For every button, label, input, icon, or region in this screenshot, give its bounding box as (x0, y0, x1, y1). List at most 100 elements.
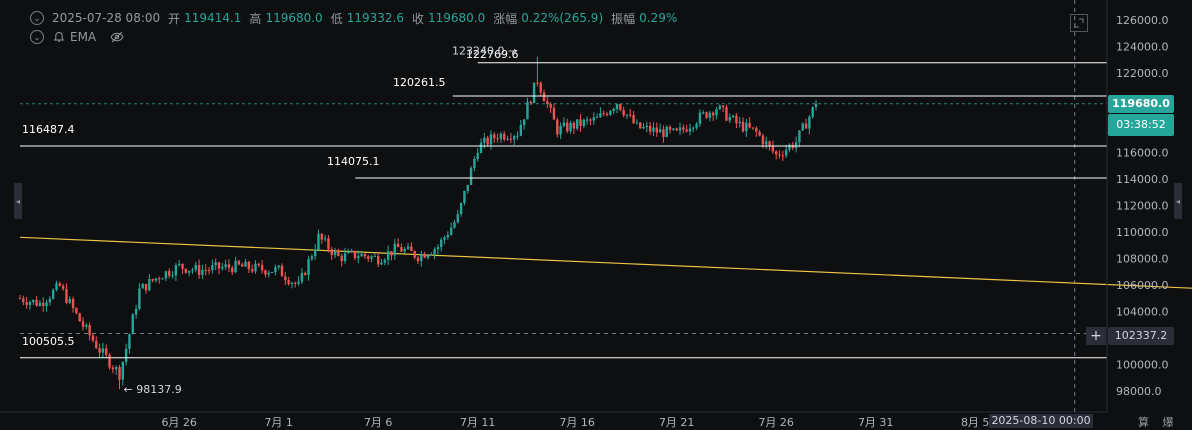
candle-body (692, 127, 695, 129)
candle-body (313, 249, 317, 257)
candle-body (668, 126, 672, 130)
candle-body (241, 264, 244, 267)
candle-body (247, 261, 251, 270)
candle-body (615, 104, 619, 109)
candle-body (164, 271, 168, 279)
candle-body (204, 269, 207, 271)
candle-body (572, 122, 576, 129)
candle-body (367, 256, 370, 259)
candle-body (755, 128, 758, 132)
candle-body (187, 270, 191, 273)
candle-body (493, 134, 496, 139)
high-annotation: 123240.0 → (452, 45, 517, 58)
candle-body (449, 227, 453, 235)
candle-body (771, 145, 775, 152)
candle-body (386, 251, 390, 260)
left-collapse-handle[interactable]: ◂ (14, 183, 22, 219)
candle-body (433, 249, 436, 255)
candle-body (134, 308, 138, 315)
candle-body (526, 101, 529, 120)
candle-body (542, 92, 546, 102)
candle-body (393, 243, 396, 256)
right-collapse-handle[interactable]: ◂ (1174, 183, 1182, 219)
time-tick-label: 7月 31 (858, 416, 894, 428)
candle-body (506, 138, 509, 140)
bell-icon[interactable] (52, 30, 66, 44)
maximize-icon[interactable] (1070, 14, 1088, 32)
candle-body (207, 270, 211, 272)
chevron-down-icon[interactable]: ⌄ (30, 30, 44, 44)
indicator-ema[interactable]: EMA (70, 30, 97, 44)
indicator-row: ⌄ EMA (30, 29, 128, 45)
candle-body (327, 238, 330, 250)
candle-body (592, 117, 595, 121)
candle-body (42, 302, 45, 307)
candle-body (423, 253, 426, 258)
change-label: 涨幅 (493, 11, 518, 26)
candle-body (98, 348, 101, 353)
candle-body (536, 82, 539, 84)
candle-body (231, 267, 234, 273)
candle-body (65, 288, 68, 303)
calc-button[interactable]: 算 (1138, 416, 1149, 429)
price-tick-label: 112000.0 (1116, 200, 1169, 213)
candle-body (794, 142, 798, 149)
candle-body (211, 265, 214, 271)
candle-body (144, 283, 148, 291)
candle-body (420, 253, 423, 262)
candle-body (55, 283, 58, 291)
annotations-layer: 123240.0 → ← 98137.9 (124, 45, 518, 397)
candle-body (91, 335, 95, 341)
candle-body (22, 298, 25, 303)
eye-off-icon[interactable] (110, 30, 124, 44)
time-tick-label: 7月 16 (559, 416, 595, 428)
candle-body (466, 184, 469, 191)
candles-layer (18, 56, 818, 390)
candle-body (658, 129, 662, 133)
candle-body (128, 334, 131, 349)
candle-body (798, 130, 801, 143)
add-alert-button[interactable]: + (1086, 327, 1106, 345)
candle-body (595, 117, 599, 119)
candle-body (51, 290, 55, 299)
candle-body (702, 112, 705, 114)
candle-body (672, 128, 675, 130)
candle-body (237, 260, 241, 265)
candle-body (68, 298, 71, 303)
candle-body (678, 127, 682, 131)
candle-body (48, 298, 52, 303)
candle-body (503, 133, 506, 140)
candle-body (463, 190, 466, 204)
candle-body (655, 127, 658, 133)
candle-body (473, 158, 476, 168)
candle-body (738, 121, 741, 124)
candle-body (221, 266, 224, 269)
liquidation-button[interactable]: 爆 (1162, 416, 1174, 429)
trendline-layer (19, 236, 1192, 289)
chart-grid (20, 0, 1107, 412)
candle-body (88, 325, 91, 336)
close-value: 119680.0 (428, 11, 486, 25)
candle-body (224, 264, 227, 267)
candle-body (373, 255, 377, 257)
level-label: 114075.1 (327, 155, 380, 168)
price-tick-label: 100000.0 (1116, 359, 1169, 372)
candle-body (310, 256, 314, 260)
candle-body (569, 122, 572, 132)
candle-body (761, 135, 765, 145)
trendline (19, 236, 1192, 289)
chevron-down-icon[interactable]: ⌄ (30, 11, 44, 25)
candle-body (161, 278, 164, 280)
candle-body (715, 109, 718, 116)
candle-body (775, 151, 778, 155)
candle-body (25, 302, 28, 306)
candle-body (652, 127, 655, 132)
candle-body (201, 269, 204, 275)
candle-body (496, 138, 499, 140)
candle-body (784, 149, 788, 156)
candle-body (745, 122, 748, 132)
candle-body (748, 122, 751, 128)
candle-body (413, 251, 416, 258)
candle-body (350, 250, 353, 252)
